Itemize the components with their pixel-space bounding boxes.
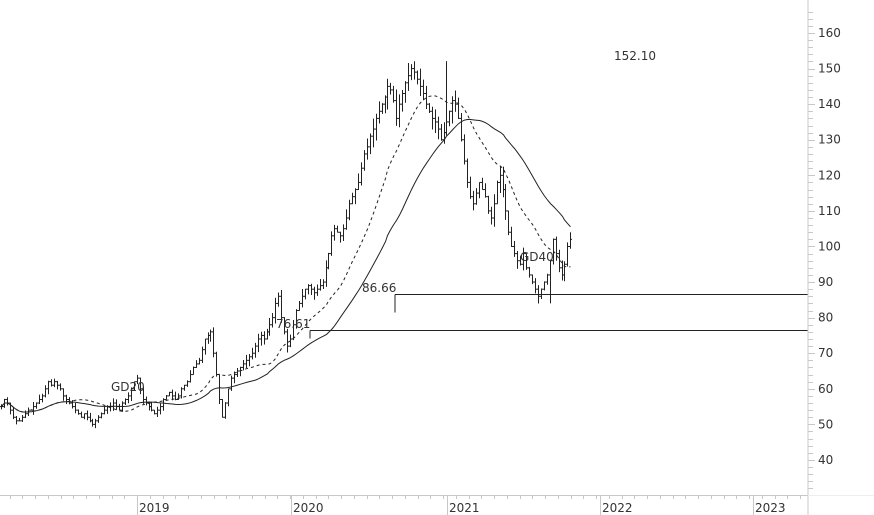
y-tick-label: 160 — [818, 26, 841, 40]
level-label-86: 86.66 — [362, 281, 396, 295]
y-tick-label: 140 — [818, 97, 841, 111]
y-tick-label: 120 — [818, 168, 841, 182]
gd40-moving-average — [1, 119, 571, 413]
y-tick-label: 50 — [818, 417, 833, 431]
y-tick-label: 110 — [818, 204, 841, 218]
y-tick-label: 150 — [818, 62, 841, 76]
gd20-moving-average — [1, 95, 571, 413]
support-levels — [309, 294, 808, 339]
y-axis: 40 50 60 70 80 90 100 110 120 130 140 150 160 — [807, 0, 841, 515]
y-tick-label: 70 — [818, 346, 833, 360]
price-bars — [0, 61, 572, 429]
x-tick-label: 2022 — [602, 501, 633, 515]
x-tick-label: 2021 — [449, 501, 480, 515]
x-tick-label: 2023 — [755, 501, 786, 515]
y-tick-label: 90 — [818, 275, 833, 289]
gd20-label: GD20 — [111, 380, 145, 394]
x-tick-label: 2020 — [293, 501, 324, 515]
x-tick-label: 2019 — [139, 501, 170, 515]
y-tick-label: 80 — [818, 311, 833, 325]
x-axis: 2019 2020 2021 2022 2023 — [0, 495, 874, 515]
level-label-76: 76.61 — [276, 317, 310, 331]
annotations: 152.10 86.66 76.61 GD20 GD40 — [111, 49, 656, 394]
peak-label: 152.10 — [614, 49, 656, 63]
y-tick-label: 100 — [818, 239, 841, 253]
y-tick-label: 40 — [818, 453, 833, 467]
gd40-label: GD40 — [520, 250, 554, 264]
y-tick-label: 60 — [818, 382, 833, 396]
y-tick-label: 130 — [818, 133, 841, 147]
